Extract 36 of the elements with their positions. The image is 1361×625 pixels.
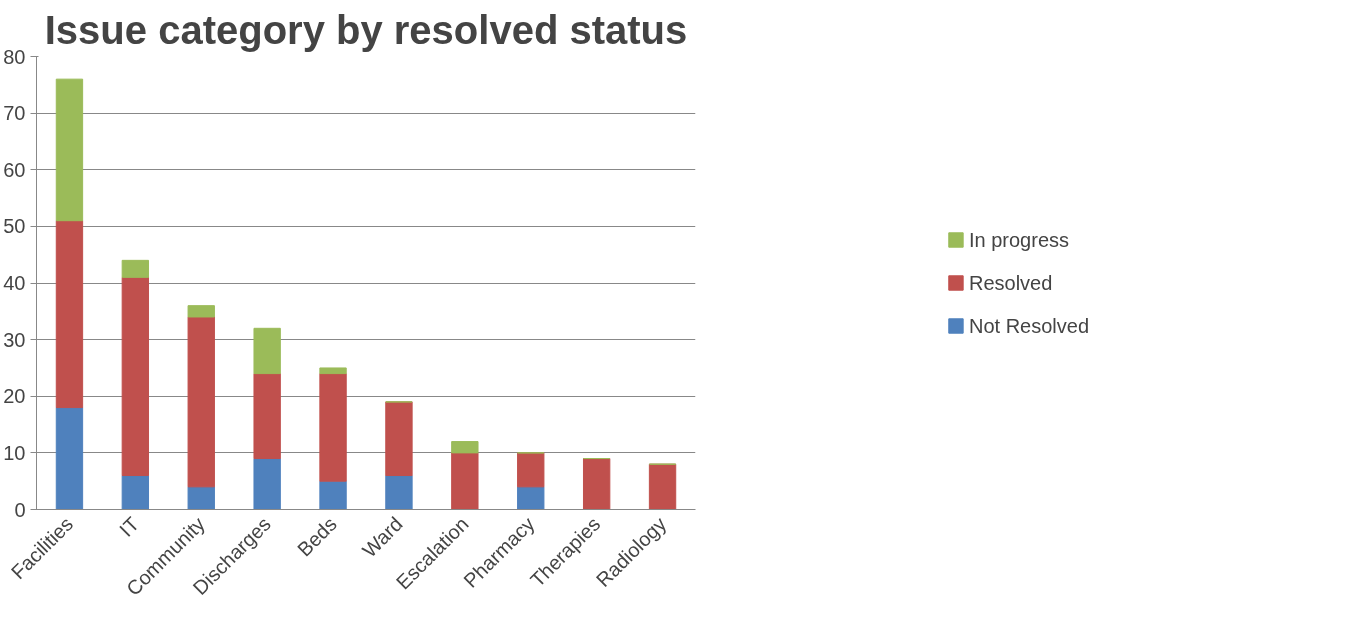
bar: [187, 486, 215, 510]
bar: [451, 452, 479, 510]
bar: [648, 463, 677, 510]
bar: [187, 316, 215, 488]
y-tick-label: 60: [3, 158, 26, 181]
y-tick-label: 50: [3, 215, 26, 238]
bar: [55, 220, 84, 409]
bar: [253, 327, 281, 375]
bar: [517, 486, 545, 510]
y-tick-label: 80: [3, 45, 26, 68]
bar: [319, 480, 347, 510]
bar: [121, 259, 150, 278]
legend-label: Not Resolved: [968, 314, 1090, 337]
y-tick-label: 30: [3, 328, 26, 351]
bar: [517, 452, 545, 488]
bar: [253, 373, 281, 460]
bar: [187, 305, 215, 318]
bar: [582, 458, 611, 510]
bar: [55, 407, 84, 510]
bar: [55, 78, 84, 222]
bar: [121, 276, 150, 477]
chart-title: Issue category by resolved status: [44, 7, 688, 52]
bar: [385, 475, 413, 510]
y-tick-label: 10: [3, 441, 26, 464]
legend-label: Resolved: [968, 271, 1053, 294]
y-tick-label: 0: [14, 498, 26, 521]
bar: [385, 401, 413, 477]
y-tick-label: 70: [3, 102, 26, 125]
bar: [253, 458, 281, 510]
y-tick-label: 20: [3, 385, 26, 408]
y-tick-label: 40: [3, 272, 26, 294]
bar: [121, 475, 150, 510]
legend-label: In progress: [968, 228, 1070, 251]
bar: [319, 373, 347, 482]
bar: [319, 367, 347, 375]
bar: [451, 441, 479, 454]
